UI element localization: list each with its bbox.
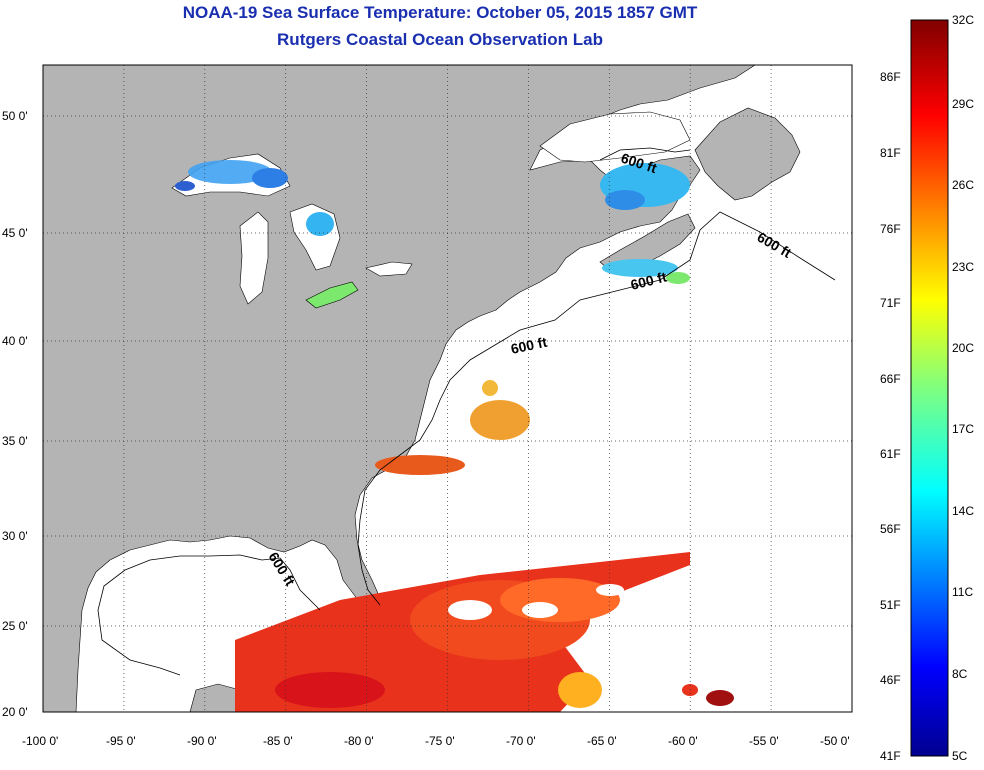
lat-tick: 45 0' xyxy=(2,226,28,240)
map-subtitle: Rutgers Coastal Ocean Observation Lab xyxy=(277,30,603,49)
map-title: NOAA-19 Sea Surface Temperature: October… xyxy=(182,3,698,22)
lat-tick: 50 0' xyxy=(2,109,28,123)
celsius-label: 5C xyxy=(952,749,968,763)
sst-cold-patches xyxy=(175,160,690,284)
fahrenheit-label: 86F xyxy=(880,70,901,84)
celsius-label: 26C xyxy=(952,178,974,192)
lon-tick: -80 0' xyxy=(344,734,374,748)
longitude-axis: -100 0' -95 0' -90 0' -85 0' -80 0' -75 … xyxy=(22,734,850,748)
lon-tick: -75 0' xyxy=(425,734,455,748)
celsius-label: 20C xyxy=(952,341,974,355)
lake-michigan xyxy=(239,211,269,305)
bathymetry-contour-north xyxy=(599,147,691,161)
fahrenheit-label: 46F xyxy=(880,673,901,687)
lon-tick: -65 0' xyxy=(587,734,617,748)
colorbar-celsius-labels: 32C 29C 26C 23C 20C 17C 14C 11C 8C 5C xyxy=(952,13,974,763)
latitude-axis: 50 0' 45 0' 40 0' 35 0' 30 0' 25 0' 20 0… xyxy=(2,109,28,719)
celsius-label: 14C xyxy=(952,504,974,518)
lon-tick: -60 0' xyxy=(668,734,698,748)
lake-erie xyxy=(305,281,359,309)
fahrenheit-label: 56F xyxy=(880,522,901,536)
fahrenheit-label: 76F xyxy=(880,222,901,236)
lon-tick: -50 0' xyxy=(820,734,850,748)
gulf-st-lawrence xyxy=(539,111,691,163)
lat-tick: 30 0' xyxy=(2,529,28,543)
lat-tick: 20 0' xyxy=(2,705,28,719)
temperature-colorbar xyxy=(910,19,949,757)
fahrenheit-label: 41F xyxy=(880,749,901,763)
lat-tick: 35 0' xyxy=(2,434,28,448)
lon-tick: -100 0' xyxy=(22,734,58,748)
celsius-label: 8C xyxy=(952,667,968,681)
fahrenheit-label: 51F xyxy=(880,598,901,612)
fahrenheit-label: 81F xyxy=(880,146,901,160)
celsius-label: 29C xyxy=(952,97,974,111)
lat-tick: 25 0' xyxy=(2,619,28,633)
celsius-label: 23C xyxy=(952,260,974,274)
map-grid xyxy=(43,65,852,712)
lake-ontario xyxy=(365,261,413,277)
celsius-label: 32C xyxy=(952,13,974,27)
lon-tick: -95 0' xyxy=(106,734,136,748)
lon-tick: -85 0' xyxy=(263,734,293,748)
newfoundland-land xyxy=(694,107,801,201)
map-frame xyxy=(42,64,853,713)
bathymetry-contour xyxy=(357,211,836,606)
lon-tick: -70 0' xyxy=(506,734,536,748)
lat-tick: 40 0' xyxy=(2,334,28,348)
lon-tick: -55 0' xyxy=(749,734,779,748)
fahrenheit-label: 66F xyxy=(880,372,901,386)
bathymetry-contour-gulf xyxy=(97,554,321,676)
fahrenheit-label: 71F xyxy=(880,296,901,310)
celsius-label: 17C xyxy=(952,422,974,436)
colorbar-fahrenheit-labels: 86F 81F 76F 71F 66F 61F 56F 51F 46F 41F xyxy=(880,70,901,763)
celsius-label: 11C xyxy=(952,585,973,599)
contour-label-mid-atlantic: 600 ft xyxy=(509,334,548,357)
fahrenheit-label: 61F xyxy=(880,447,901,461)
sst-warm-patches xyxy=(235,380,734,712)
lon-tick: -90 0' xyxy=(187,734,217,748)
